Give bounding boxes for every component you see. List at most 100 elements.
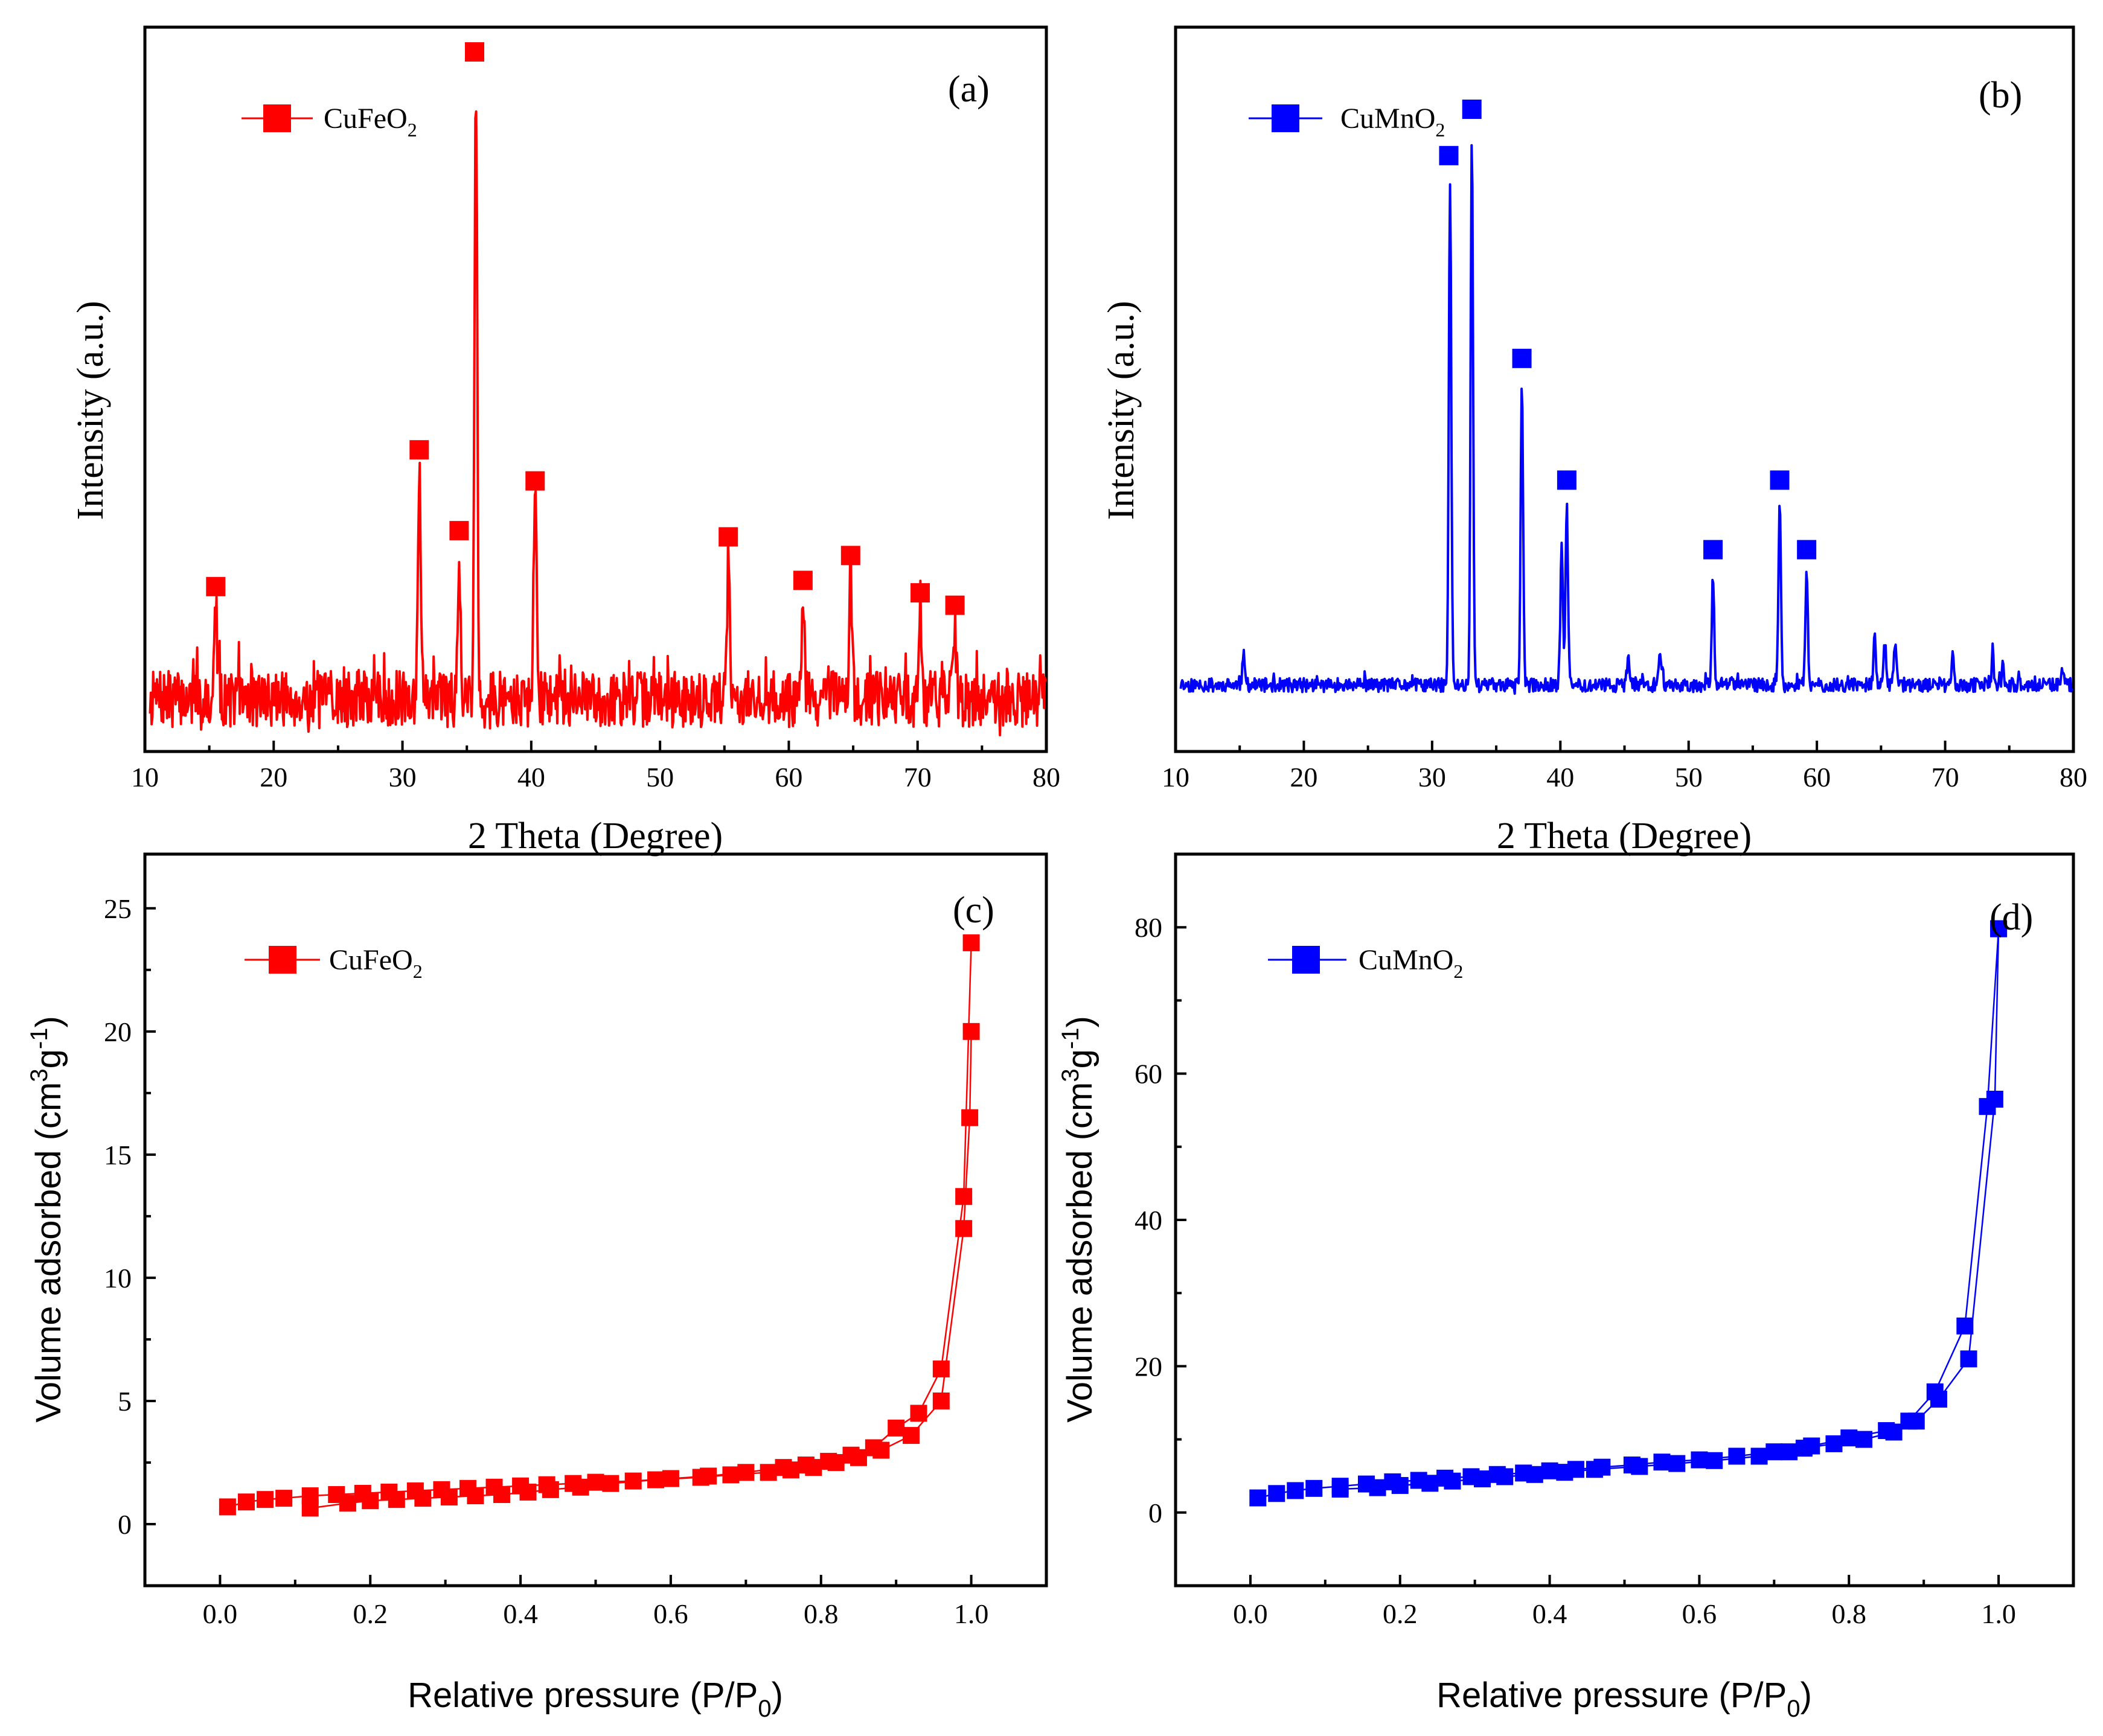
y-tick-label: 20 [1135, 1351, 1162, 1382]
isotherm-desorption-point [1369, 1479, 1386, 1496]
x-tick-label: 0.6 [653, 1598, 688, 1629]
isotherm-adsorption-point [962, 934, 980, 951]
isotherm-adsorption-point [1541, 1462, 1558, 1479]
isotherm-lines-d [1258, 928, 2000, 1499]
x-tick-label: 70 [1932, 762, 1959, 793]
isotherm-desorption-point [962, 1023, 980, 1040]
plot-frame-b [1174, 25, 2075, 753]
isotherm-desorption-point [362, 1492, 379, 1510]
x-axis-title-a: 2 Theta (Degree) [468, 815, 723, 857]
isotherm-desorption-point [805, 1459, 822, 1476]
isotherm-desorption-point [1631, 1458, 1648, 1475]
y-tick-label: 25 [104, 893, 132, 924]
isotherm-adsorption-point [955, 1188, 973, 1205]
isotherm-desorption-point [1885, 1423, 1903, 1441]
x-tick-label: 0.8 [1832, 1598, 1867, 1629]
legend-marker-c [269, 946, 296, 974]
legend-d: CuMnO2 [1268, 944, 1463, 982]
panel-label-b: (b) [1979, 75, 2022, 116]
isotherm-desorption-point [872, 1441, 890, 1459]
isotherm-lines-c [227, 942, 972, 1509]
x-tick-label: 0.8 [804, 1598, 839, 1629]
isotherm-desorption-point [647, 1471, 665, 1489]
panel-label-c: (c) [953, 890, 994, 931]
isotherm-desorption-point [961, 1109, 979, 1126]
legend-marker-b [1272, 104, 1299, 132]
panel-d: 0.0 0.2 0.4 0.6 0.8 1.0 0 20 40 60 80 (d) CuMnO2 V… [1057, 852, 2075, 1722]
panel-label-a: (a) [948, 69, 990, 110]
peak-marker [793, 570, 813, 590]
isotherm-desorption-point [1990, 920, 2008, 937]
legend-b: CuMnO2 [1249, 103, 1445, 141]
isotherm-desorption-point [1960, 1350, 1977, 1368]
isotherm-desorption-point [782, 1461, 799, 1479]
y-tick-label: 40 [1135, 1205, 1162, 1236]
peak-marker [206, 576, 226, 596]
isotherm-desorption-point [1930, 1390, 1947, 1408]
isotherm-adsorption-point [624, 1472, 642, 1490]
isotherm-desorption-point [1907, 1412, 1925, 1430]
x-tick-label: 80 [1032, 762, 1060, 793]
peak-marker [1557, 470, 1576, 490]
isotherm-desorption-point [1706, 1452, 1723, 1469]
x-tick-label: 20 [260, 762, 287, 793]
x-tick-label: 0.4 [503, 1598, 538, 1629]
y-tick-label: 0 [1148, 1498, 1162, 1528]
isotherm-desorption-point [903, 1427, 920, 1444]
isotherm-adsorption-point [1765, 1443, 1783, 1461]
x-axis-title-d: Relative pressure (P/P0) [1436, 1676, 1812, 1722]
y-tick-label: 0 [118, 1509, 132, 1540]
peak-marker [449, 521, 469, 541]
isotherm-adsorption-point [257, 1491, 274, 1508]
x-tick-label: 0.2 [353, 1598, 388, 1629]
isotherm-adsorption-point [1305, 1479, 1323, 1497]
isotherm-desorption-point [1825, 1435, 1843, 1452]
peak-marker [465, 42, 485, 62]
isotherm-desorption-point [1986, 1091, 2003, 1108]
x-tick-label: 10 [131, 762, 159, 793]
isotherm-desorption-point [602, 1475, 619, 1492]
peak-marker [840, 546, 860, 566]
isotherm-adsorption-point [1268, 1485, 1285, 1502]
isotherm-desorption-point [955, 1220, 973, 1237]
isotherm-desorption-point [1781, 1443, 1798, 1461]
x-tick-label: 50 [646, 762, 674, 793]
y-tick-label: 10 [104, 1263, 132, 1294]
x-tick-label: 30 [1418, 762, 1446, 793]
legend-c: CuFeO2 [245, 944, 423, 982]
x-tick-label: 1.0 [954, 1598, 989, 1629]
peak-marker [1512, 348, 1532, 368]
isotherm-desorption-point [850, 1449, 867, 1466]
isotherm-adsorption-point [275, 1490, 293, 1507]
isotherm-points-c [219, 934, 980, 1517]
isotherm-adsorption-point [1249, 1489, 1267, 1507]
legend-label-c: CuFeO2 [329, 944, 423, 982]
x-tick-label: 60 [1803, 762, 1831, 793]
isotherm-adsorption-point [587, 1473, 604, 1491]
isotherm-adsorption-point [662, 1470, 679, 1487]
legend-label-d: CuMnO2 [1359, 944, 1463, 982]
xrd-trace-a [149, 110, 1047, 736]
isotherm-desorption-point [519, 1483, 537, 1501]
isotherm-desorption-point [1391, 1476, 1409, 1494]
isotherm-desorption-point [493, 1486, 510, 1504]
legend-marker-a [263, 104, 291, 132]
isotherm-adsorption-point [1728, 1447, 1746, 1465]
isotherm-desorption-point [301, 1499, 319, 1517]
y-axis-title-a: Intensity (a.u.) [70, 301, 111, 520]
y-axis-title-d: Volume adsorbed (cm3g-1) [1057, 1016, 1100, 1423]
isotherm-adsorption-point [888, 1419, 905, 1437]
xrd-trace-b [1179, 144, 2073, 695]
peak-marker [1703, 540, 1723, 560]
axis-ticks-c: 0.0 0.2 0.4 0.6 0.8 1.0 0 5 10 15 20 25 [104, 893, 988, 1629]
isotherm-desorption-line [1340, 928, 2000, 1490]
isotherm-desorption-point [414, 1490, 432, 1507]
isotherm-desorption-point [827, 1454, 845, 1471]
isotherm-desorption-point [1750, 1447, 1768, 1465]
peak-marker [525, 471, 545, 491]
legend-label-a: CuFeO2 [324, 103, 417, 141]
x-tick-label: 70 [904, 762, 932, 793]
x-tick-label: 40 [517, 762, 545, 793]
panel-label-d: (d) [1989, 897, 2033, 938]
